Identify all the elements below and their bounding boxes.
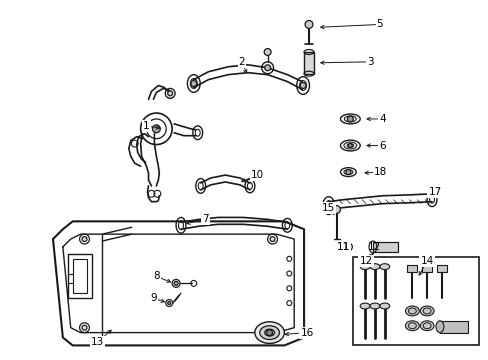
Text: 12: 12 xyxy=(359,256,372,266)
Text: 13: 13 xyxy=(90,337,104,347)
Text: 3: 3 xyxy=(366,57,372,67)
Ellipse shape xyxy=(379,264,389,270)
Text: 12: 12 xyxy=(367,242,381,252)
Ellipse shape xyxy=(369,303,379,309)
Text: 18: 18 xyxy=(373,167,386,177)
Circle shape xyxy=(264,65,270,71)
Text: 9: 9 xyxy=(150,293,157,303)
Circle shape xyxy=(269,237,274,242)
Circle shape xyxy=(82,325,87,330)
Ellipse shape xyxy=(405,321,418,330)
Circle shape xyxy=(152,125,160,133)
Circle shape xyxy=(305,21,312,28)
Bar xyxy=(304,52,313,74)
Ellipse shape xyxy=(259,326,279,339)
Bar xyxy=(439,321,467,333)
Text: 5: 5 xyxy=(376,19,383,30)
Circle shape xyxy=(167,302,170,305)
Circle shape xyxy=(264,49,270,55)
Circle shape xyxy=(190,81,196,86)
Circle shape xyxy=(82,237,87,242)
Text: 7: 7 xyxy=(202,215,208,224)
Circle shape xyxy=(332,206,340,213)
Ellipse shape xyxy=(435,321,443,333)
Bar xyxy=(352,257,478,345)
Text: 2: 2 xyxy=(238,57,245,67)
Text: 11: 11 xyxy=(336,242,349,252)
Circle shape xyxy=(346,245,349,249)
Ellipse shape xyxy=(405,306,418,316)
Bar xyxy=(407,265,416,271)
Ellipse shape xyxy=(360,303,369,309)
Bar xyxy=(436,265,446,271)
Circle shape xyxy=(174,282,178,285)
Ellipse shape xyxy=(360,264,369,270)
Circle shape xyxy=(269,325,274,330)
Ellipse shape xyxy=(369,264,379,270)
Circle shape xyxy=(347,144,351,148)
Circle shape xyxy=(345,170,350,175)
Ellipse shape xyxy=(379,303,389,309)
Circle shape xyxy=(300,82,305,89)
Text: 11: 11 xyxy=(336,242,349,252)
Bar xyxy=(421,265,431,271)
Text: 14: 14 xyxy=(420,256,433,266)
Ellipse shape xyxy=(419,306,433,316)
Text: 16: 16 xyxy=(300,328,313,338)
Ellipse shape xyxy=(254,322,284,343)
Circle shape xyxy=(266,330,272,336)
Text: 6: 6 xyxy=(379,140,386,150)
Text: 15: 15 xyxy=(322,203,335,212)
Text: 17: 17 xyxy=(427,187,441,197)
Circle shape xyxy=(346,116,352,122)
Text: 8: 8 xyxy=(153,271,160,282)
Text: 10: 10 xyxy=(251,170,264,180)
Bar xyxy=(73,259,87,293)
Bar xyxy=(68,254,92,298)
Bar xyxy=(372,242,397,252)
Ellipse shape xyxy=(419,321,433,330)
Circle shape xyxy=(167,91,172,96)
Text: 1: 1 xyxy=(143,121,149,131)
Text: 4: 4 xyxy=(379,114,386,124)
